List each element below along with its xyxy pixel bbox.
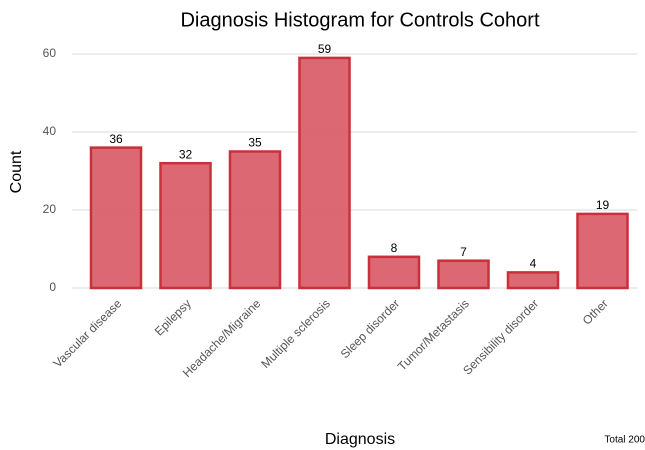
value-label: 7 — [460, 245, 467, 259]
x-tick-label: Other — [580, 296, 611, 327]
y-axis-label: Count — [8, 150, 25, 193]
x-tick-label: Sleep disorder — [338, 296, 403, 361]
bar — [437, 259, 490, 290]
x-tick-label: Sensibility disorder — [460, 296, 541, 377]
annotation: Total 200 — [604, 435, 645, 446]
bar — [228, 150, 282, 290]
bar — [367, 255, 421, 290]
bar — [298, 56, 351, 290]
bar — [159, 161, 212, 290]
bar — [506, 271, 560, 290]
y-tick-label: 0 — [49, 280, 56, 294]
value-label: 59 — [318, 42, 332, 56]
x-tick-label: Multiple sclerosis — [258, 296, 333, 371]
x-tick-label: Vascular disease — [50, 296, 124, 370]
x-tick-label: Epilepsy — [152, 296, 194, 338]
value-label: 8 — [391, 241, 398, 255]
value-label: 19 — [596, 198, 610, 212]
x-tick-label: Headache/Migraine — [180, 296, 264, 380]
chart-title: Diagnosis Histogram for Controls Cohort — [180, 9, 539, 31]
value-label: 4 — [530, 257, 537, 271]
bar — [576, 212, 629, 290]
x-axis-label: Diagnosis — [325, 431, 395, 448]
value-label: 36 — [109, 132, 123, 146]
y-tick-label: 20 — [43, 202, 57, 216]
value-label: 32 — [179, 147, 193, 161]
y-tick-label: 60 — [43, 46, 57, 60]
y-tick-label: 40 — [43, 124, 57, 138]
value-label: 35 — [248, 136, 262, 150]
bar — [89, 146, 143, 290]
x-tick-label: Tumor/Metastasis — [395, 296, 472, 373]
